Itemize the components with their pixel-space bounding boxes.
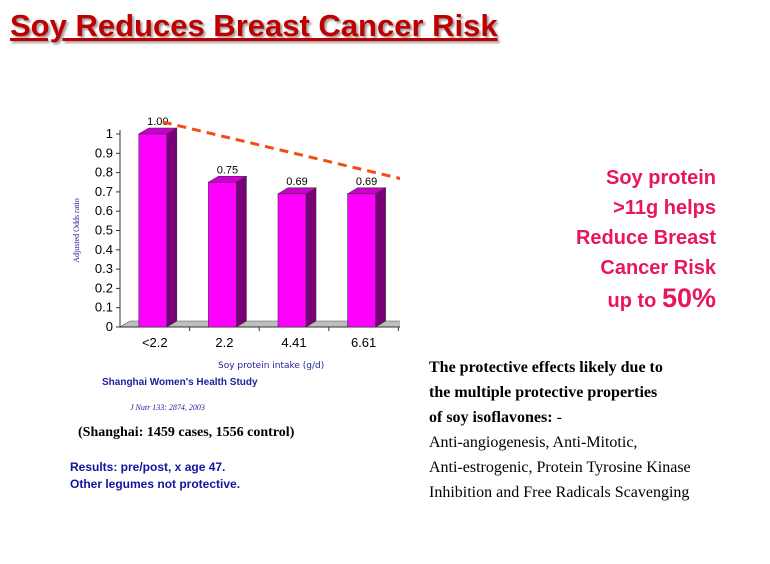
y-tick-label: 0.4	[95, 242, 113, 257]
x-tick-label: <2.2	[142, 335, 168, 350]
effects-item: Anti-estrogenic, Protein Tyrosine Kinase	[429, 459, 691, 476]
effects-heading-line: of soy isoflavones:	[429, 409, 553, 426]
effects-heading-suffix: -	[552, 409, 562, 426]
bar-side	[166, 127, 178, 328]
bar-value-label: 0.69	[286, 176, 307, 188]
effects-heading-line: The protective effects likely due to	[429, 359, 663, 376]
y-axis: 0 0.1 0.2 0.3 0.4 0.5 0.6 0.7 0.8 0.9 1 Adjusted Od…	[72, 126, 121, 334]
effects-item: Inhibition and Free Radicals Scavenging	[429, 484, 690, 501]
study-name: Shanghai Women's Health Study	[102, 377, 258, 388]
bar	[277, 193, 307, 328]
bar	[347, 193, 376, 328]
y-tick-label: 0.7	[95, 184, 113, 199]
results-line: Results: pre/post, x age 47.	[70, 460, 226, 474]
y-tick-label: 0.9	[95, 145, 113, 160]
callout-line: >11g helps	[613, 197, 716, 219]
callout-percent: 50%	[661, 283, 716, 313]
citation: J Nutr 133: 2874, 2003	[130, 403, 205, 412]
y-tick-label: 0.1	[95, 300, 113, 315]
x-tick-label: 2.2	[215, 335, 233, 350]
bar-value-label: 1.00	[147, 116, 168, 128]
bar-side	[375, 187, 386, 328]
results-note: Results: pre/post, x age 47. Other legum…	[70, 459, 240, 493]
x-tick-label: 4.41	[281, 335, 306, 350]
y-tick-label: 0.8	[95, 165, 113, 180]
slide-title: Soy Reduces Breast Cancer Risk	[10, 8, 498, 43]
y-tick-label: 0.6	[95, 203, 113, 218]
trend-line	[162, 120, 400, 181]
callout-prefix: up to	[607, 290, 662, 312]
odds-ratio-bar-chart: 0 0.1 0.2 0.3 0.4 0.5 0.6 0.7 0.8 0.9 1 Adjusted Od…	[72, 116, 400, 350]
callout-text: Soy protein >11g helps Reduce Breast Can…	[520, 163, 716, 316]
callout-line: Soy protein	[605, 167, 716, 189]
bar-side	[236, 175, 247, 328]
y-tick-label: 0.2	[95, 280, 113, 295]
bar	[138, 133, 168, 328]
results-line: Other legumes not protective.	[70, 477, 241, 491]
trend-arrow	[162, 120, 400, 181]
y-tick-label: 0.5	[95, 223, 113, 238]
callout-line: Reduce Breast	[575, 227, 716, 249]
y-tick-label: 0.3	[95, 261, 113, 276]
x-axis-label: Soy protein intake (g/d)	[218, 361, 325, 371]
callout-line: up to 50%	[520, 283, 716, 316]
bar-value-label: 0.69	[356, 176, 377, 188]
bar	[208, 181, 237, 328]
callout-line: Cancer Risk	[600, 257, 716, 279]
x-tick-label: 6.61	[351, 335, 376, 350]
bar-side	[305, 187, 317, 328]
effects-item: Anti-angiogenesis, Anti-Mitotic,	[429, 434, 638, 451]
bars: 1.000.750.690.690.51	[137, 116, 387, 328]
effects-heading-line: the multiple protective properties	[429, 384, 658, 401]
y-axis-label: Adjusted Odds ratio	[72, 198, 81, 262]
y-tick-label: 0	[106, 319, 113, 334]
case-count: (Shanghai: 1459 cases, 1556 control)	[78, 425, 295, 440]
protective-effects-text: The protective effects likely due to the…	[429, 355, 691, 505]
bar-value-label: 0.75	[217, 164, 238, 176]
y-tick-label: 1	[106, 126, 113, 141]
